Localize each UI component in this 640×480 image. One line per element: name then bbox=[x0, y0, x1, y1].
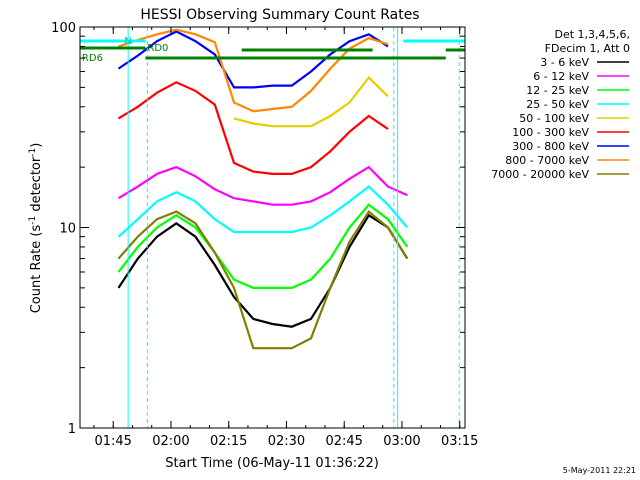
series-line-2 bbox=[117, 165, 408, 206]
legend-header-1: Det 1,3,4,5,6, bbox=[554, 28, 630, 41]
legend-label: 12 - 25 keV bbox=[526, 84, 589, 97]
legend-header-2: FDecim 1, Att 0 bbox=[545, 42, 630, 55]
legend-label: 100 - 300 keV bbox=[512, 126, 589, 139]
legend-label: 800 - 7000 keV bbox=[505, 154, 589, 167]
legend-label: 300 - 800 keV bbox=[512, 140, 589, 153]
legend-label: 25 - 50 keV bbox=[526, 98, 589, 111]
x-tick-label: 03:15 bbox=[441, 434, 478, 449]
series-line-8 bbox=[118, 28, 389, 113]
y-tick-label: 1 bbox=[68, 422, 76, 437]
series-line-5 bbox=[233, 75, 389, 128]
y-axis-label-mid: detector bbox=[29, 156, 44, 216]
x-tick-label: 01:45 bbox=[94, 434, 131, 449]
series-line-7 bbox=[117, 30, 389, 89]
annotation-n: N bbox=[124, 36, 131, 47]
x-tick-label: 02:00 bbox=[152, 434, 189, 449]
series-line-9 bbox=[117, 209, 409, 350]
y-axis-label-exp1: -1 bbox=[28, 216, 38, 225]
annotation-layer: N RD0 RD6 bbox=[80, 27, 465, 428]
y-tick-label: 100 bbox=[51, 21, 76, 36]
legend-label: 50 - 100 keV bbox=[519, 112, 589, 125]
series-line-4 bbox=[117, 185, 409, 238]
legend-label: 7000 - 20000 keV bbox=[491, 168, 589, 181]
legend-label: 3 - 6 keV bbox=[540, 56, 589, 69]
footer-date: 5-May-2011 22:21 bbox=[563, 466, 636, 475]
series-layer bbox=[117, 28, 409, 350]
y-axis-label-end: ) bbox=[29, 143, 44, 148]
y-axis-label: Count Rate (s-1 detector-1) bbox=[28, 143, 44, 314]
x-tick-label: 02:45 bbox=[325, 434, 362, 449]
y-axis-label-exp2: -1 bbox=[28, 148, 38, 157]
series-line-1 bbox=[117, 213, 409, 328]
legend-label: 6 - 12 keV bbox=[533, 70, 589, 83]
x-tick-label: 03:00 bbox=[383, 434, 420, 449]
y-tick-label: 10 bbox=[59, 222, 76, 237]
annotation-rd0: RD0 bbox=[147, 43, 168, 54]
y-axis: 1 10 100 bbox=[51, 21, 465, 437]
y-axis-label-main: Count Rate (s bbox=[29, 225, 44, 314]
series-line-3 bbox=[117, 203, 409, 289]
legend: Det 1,3,4,5,6, FDecim 1, Att 0 3 - 6 keV… bbox=[491, 28, 630, 181]
x-tick-label: 02:30 bbox=[268, 434, 305, 449]
x-axis: 01:45 02:00 02:15 02:30 02:45 03:00 03:15 bbox=[93, 27, 478, 449]
x-axis-label: Start Time (06-May-11 01:36:22) bbox=[165, 456, 379, 471]
series-line-6 bbox=[117, 81, 389, 175]
x-tick-label: 02:15 bbox=[210, 434, 247, 449]
chart-title: HESSI Observing Summary Count Rates bbox=[140, 7, 419, 23]
annotation-rd6: RD6 bbox=[82, 53, 103, 64]
